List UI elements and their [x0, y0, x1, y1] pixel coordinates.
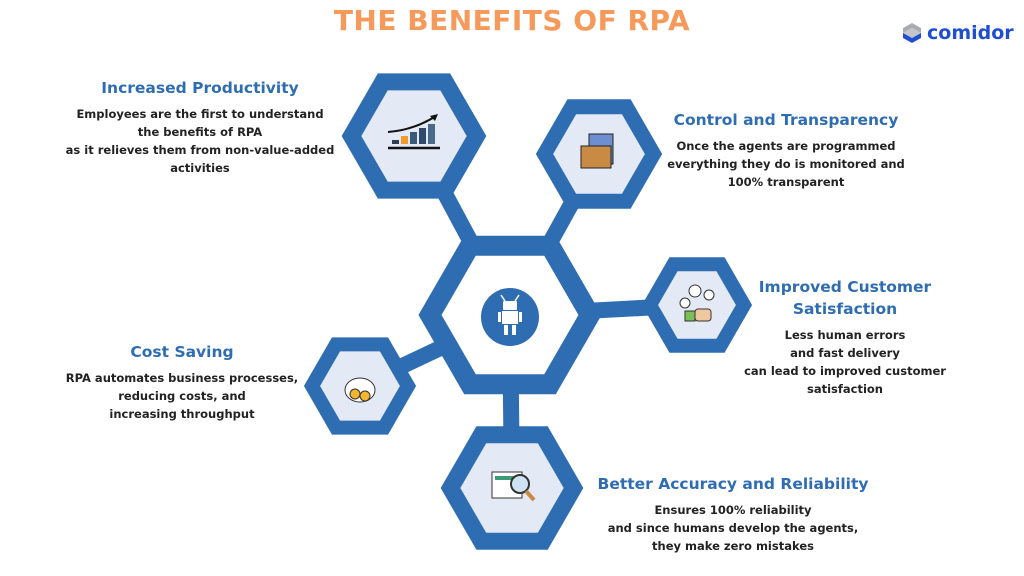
benefit-body: Less human errors and fast delivery can le… — [744, 328, 946, 396]
coin — [359, 390, 371, 402]
logo-text: comidor — [927, 22, 1014, 44]
chart-bar — [419, 128, 426, 144]
chart-bar — [410, 132, 417, 144]
magnifier-lens — [510, 474, 530, 494]
benefit-hexagon — [641, 257, 753, 353]
robot-body — [502, 311, 518, 324]
page-title: THE BENEFITS OF RPA — [333, 4, 691, 37]
benefit-body: Ensures 100% reliability and since humans… — [607, 503, 859, 553]
robot-antenna — [514, 294, 520, 302]
document-magnifier-icon — [491, 471, 536, 502]
robot-arm — [519, 312, 522, 322]
benefit-cost-saving: Cost Saving RPA automates business proce… — [66, 341, 298, 423]
comidor-logo-icon — [903, 23, 921, 43]
benefit-increased-productivity: Increased Productivity Employees are the… — [66, 77, 335, 177]
robot-arm — [498, 312, 501, 322]
trend-arrowhead — [430, 114, 438, 121]
chart-bar — [401, 136, 408, 144]
chart-bar — [428, 124, 435, 144]
person — [679, 297, 691, 309]
comidor-logo: comidor — [901, 22, 1014, 44]
thumbs-up-hand — [694, 308, 712, 322]
benefit-body: Employees are the first to understand the… — [65, 107, 335, 175]
chart-bar — [392, 140, 399, 144]
robot-head — [503, 301, 517, 310]
robot-antenna — [500, 294, 506, 302]
magnifier-handle — [524, 489, 536, 502]
document-line — [495, 476, 517, 480]
benefit-control-transparency: Control and Transparency Once the agents… — [667, 109, 905, 191]
customer-thumbs-up-icon — [679, 284, 715, 322]
sleeve — [684, 310, 696, 322]
coin — [349, 388, 361, 400]
robot-leg — [512, 325, 516, 335]
person — [688, 284, 702, 298]
folder — [580, 145, 612, 169]
benefit-body: Once the agents are programmed everything… — [667, 139, 905, 189]
benefit-title: Cost Saving — [130, 343, 234, 361]
growth-chart-icon — [387, 114, 440, 150]
robot-icon — [481, 288, 539, 346]
robot-leg — [504, 325, 508, 335]
person — [703, 289, 715, 301]
benefit-body: RPA automates business processes, reducin… — [65, 371, 299, 421]
benefit-accuracy-reliability: Better Accuracy and Reliability Ensures … — [598, 473, 869, 555]
benefit-title: Control and Transparency — [673, 111, 899, 129]
benefit-customer-satisfaction: Improved Customer Satisfaction Less human… — [744, 276, 946, 398]
money-bag-icon — [344, 377, 376, 403]
benefit-title: Better Accuracy and Reliability — [597, 475, 869, 493]
folder-document-icon — [580, 133, 614, 169]
money-bag — [344, 377, 376, 403]
benefit-title: Improved Customer Satisfaction — [758, 278, 932, 318]
benefit-title: Increased Productivity — [101, 79, 299, 97]
